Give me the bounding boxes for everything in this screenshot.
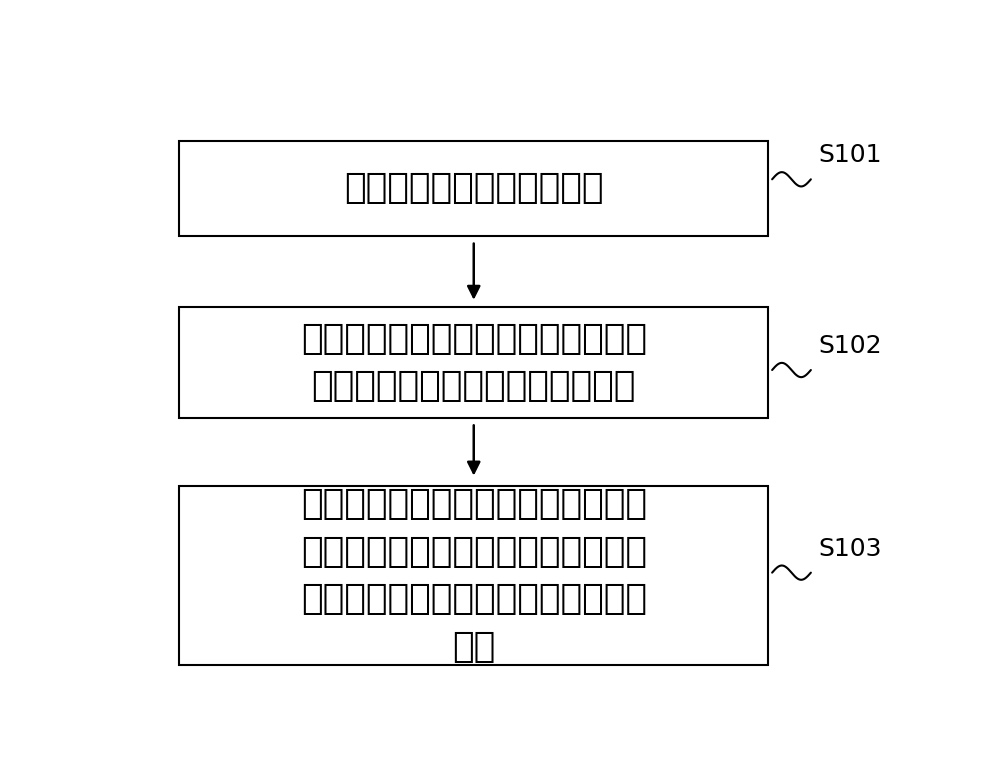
Bar — [179, 141, 768, 236]
Bar — [179, 307, 768, 418]
Text: 将游戏界面在对话界面的第一显示区
域进行覆盖展示，并将对话界面的对
话信息展示在对话界面的第二显示区
域中: 将游戏界面在对话界面的第一显示区 域进行覆盖展示，并将对话界面的对 话信息展示在… — [301, 488, 647, 664]
Text: 在对话界面中展示游戏信息: 在对话界面中展示游戏信息 — [344, 171, 604, 205]
Text: S101: S101 — [819, 143, 882, 167]
Text: S103: S103 — [819, 537, 882, 561]
Text: 响应于针对游戏信息的触发操作，从
对话界面的预设位置拉起游戏界面: 响应于针对游戏信息的触发操作，从 对话界面的预设位置拉起游戏界面 — [301, 322, 647, 403]
Text: S102: S102 — [819, 334, 882, 358]
Bar — [179, 486, 768, 665]
